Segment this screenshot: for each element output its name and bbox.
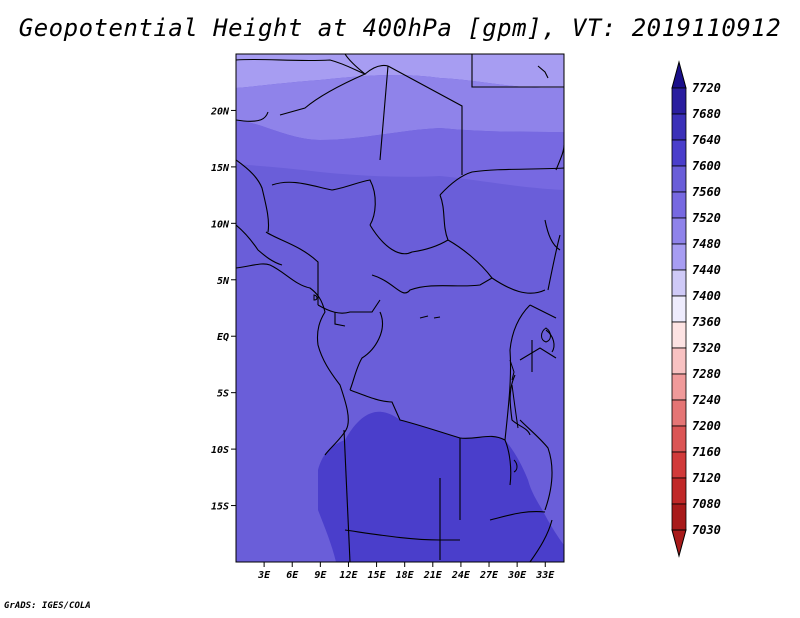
colorbar-label: 7560 <box>692 185 721 199</box>
lat-tick-label: 10S <box>211 445 229 456</box>
band-7520 <box>236 74 564 140</box>
lat-tick-label: 10N <box>211 219 230 230</box>
colorbar-segment <box>671 243 687 271</box>
colorbar-segment <box>671 217 687 245</box>
colorbar-label: 7440 <box>692 263 721 277</box>
lon-tick-label: 12E <box>339 570 358 581</box>
colorbar-segment <box>671 503 687 531</box>
colorbar-segment <box>671 191 687 219</box>
colorbar: 7720 7680 7640 7600 7560 7520 7480 7440 7400 7360… <box>671 60 721 558</box>
lakes <box>313 294 551 473</box>
colorbar-segment <box>671 425 687 453</box>
colorbar-segment <box>671 295 687 323</box>
lon-tick-label: 18E <box>396 570 415 581</box>
band-7640 <box>318 411 564 562</box>
colorbar-label: 7320 <box>692 341 721 355</box>
lon-tick-label: 27E <box>479 570 499 581</box>
colorbar-segment <box>671 113 687 141</box>
colorbar-segment <box>671 87 687 115</box>
colorbar-label: 7720 <box>692 81 721 95</box>
colorbar-bottom-arrow <box>671 529 687 558</box>
colorbar-segment <box>671 165 687 193</box>
band-7480 <box>236 54 564 89</box>
colorbar-segment <box>671 399 687 427</box>
colorbar-label: 7120 <box>692 471 721 485</box>
lat-tick-label: 15S <box>211 502 229 513</box>
latitude-axis: 20N 15N 10N 5N EQ 5S 10S 15S <box>210 106 236 513</box>
coastline <box>236 65 555 456</box>
footer-credit: GrADS: IGES/COLA <box>4 601 91 611</box>
map-frame <box>235 53 565 563</box>
lat-tick-label: 5N <box>217 276 230 287</box>
lon-tick-label: 6E <box>286 570 299 581</box>
colorbar-label: 7080 <box>692 497 721 511</box>
colorbar-label: 7400 <box>692 289 721 303</box>
colorbar-label: 7480 <box>692 237 721 251</box>
colorbar-segment <box>671 139 687 167</box>
lat-tick-label: 15N <box>211 163 230 174</box>
colorbar-segment <box>671 347 687 375</box>
lon-tick-label: 21E <box>423 570 443 581</box>
band-7560 <box>236 120 564 190</box>
lat-tick-label: EQ <box>217 332 229 343</box>
colorbar-label: 7640 <box>692 133 721 147</box>
longitude-axis: 3E 6E 9E 12E 15E 18E 21E 24E 27E 30E 33E <box>257 562 555 581</box>
colorbar-label: 7280 <box>692 367 721 381</box>
lon-tick-label: 33E <box>535 570 555 581</box>
colorbar-label: 7520 <box>692 211 721 225</box>
colorbar-label: 7030 <box>692 523 721 537</box>
colorbar-label: 7600 <box>692 159 721 173</box>
lat-tick-label: 5S <box>217 389 229 400</box>
country-boundaries <box>236 54 564 562</box>
lat-tick-label: 20N <box>210 106 230 117</box>
map-plot <box>236 54 564 562</box>
lon-tick-label: 30E <box>507 570 527 581</box>
lon-tick-label: 24E <box>451 570 471 581</box>
colorbar-segment <box>671 321 687 349</box>
colorbar-label: 7680 <box>692 107 721 121</box>
colorbar-label: 7360 <box>692 315 721 329</box>
colorbar-label: 7160 <box>692 445 721 459</box>
colorbar-segment <box>671 269 687 297</box>
colorbar-segment <box>671 373 687 401</box>
lon-tick-label: 3E <box>257 570 271 581</box>
chart-title: Geopotential Height at 400hPa [gpm], VT:… <box>18 14 782 42</box>
colorbar-label: 7200 <box>692 419 721 433</box>
lon-tick-label: 9E <box>314 570 327 581</box>
lon-tick-label: 15E <box>368 570 387 581</box>
colorbar-label: 7240 <box>692 393 721 407</box>
colorbar-segment <box>671 477 687 505</box>
colorbar-top-arrow <box>671 60 687 89</box>
colorbar-segment <box>671 451 687 479</box>
